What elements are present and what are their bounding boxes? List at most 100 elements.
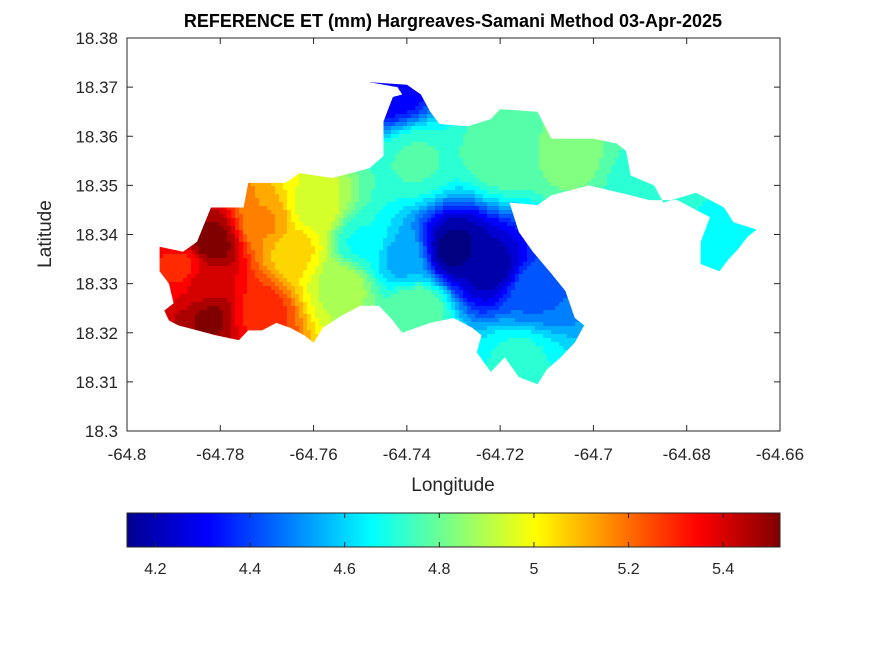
- field-cell: [511, 138, 516, 143]
- field-cell: [415, 138, 420, 143]
- field-cell: [523, 118, 528, 123]
- field-cell: [387, 134, 392, 139]
- field-cell: [391, 102, 396, 107]
- field-cell: [403, 134, 408, 139]
- field-cell: [499, 150, 504, 155]
- field-cell: [583, 138, 588, 143]
- field-cell: [555, 150, 560, 155]
- field-cell: [419, 114, 424, 119]
- field-cell: [407, 102, 412, 107]
- field-cell: [547, 154, 552, 159]
- field-cell: [431, 150, 436, 155]
- field-cell: [515, 138, 520, 143]
- field-cell: [475, 150, 480, 155]
- field-cell: [547, 150, 552, 155]
- field-cell: [471, 134, 476, 139]
- field-cell: [451, 138, 456, 143]
- field-cell: [475, 134, 480, 139]
- field-cell: [507, 134, 512, 139]
- field-cell: [411, 130, 416, 135]
- field-cell: [415, 102, 420, 107]
- field-cell: [463, 134, 468, 139]
- field-cell: [507, 154, 512, 159]
- field-cell: [423, 158, 428, 163]
- field-cell: [483, 130, 488, 135]
- field-cell: [399, 114, 404, 119]
- field-cell: [499, 130, 504, 135]
- field-cell: [471, 154, 476, 159]
- field-cell: [475, 142, 480, 147]
- field-cell: [395, 94, 400, 99]
- field-cell: [423, 118, 428, 123]
- field-cell: [503, 126, 508, 131]
- field-cell: [423, 130, 428, 135]
- field-cell: [415, 118, 420, 123]
- field-cell: [503, 142, 508, 147]
- field-cell: [395, 158, 400, 163]
- field-cell: [411, 142, 416, 147]
- field-cell: [443, 150, 448, 155]
- field-cell: [431, 114, 436, 119]
- field-cell: [387, 142, 392, 147]
- field-cell: [603, 150, 608, 155]
- field-cell: [503, 138, 508, 143]
- field-cell: [603, 146, 608, 151]
- field-cell: [527, 150, 532, 155]
- field-cell: [387, 118, 392, 123]
- field-cell: [527, 138, 532, 143]
- field-cell: [491, 138, 496, 143]
- field-cell: [535, 122, 540, 127]
- field-cell: [619, 146, 624, 151]
- field-cell: [515, 134, 520, 139]
- field-cell: [535, 138, 540, 143]
- field-cell: [407, 154, 412, 159]
- field-cell: [563, 150, 568, 155]
- field-cell: [487, 146, 492, 151]
- field-cell: [435, 150, 440, 155]
- field-cell: [543, 154, 548, 159]
- field-cell: [391, 142, 396, 147]
- field-cell: [531, 134, 536, 139]
- field-cell: [415, 146, 420, 151]
- field-cell: [395, 134, 400, 139]
- field-cell: [399, 146, 404, 151]
- field-cell: [475, 130, 480, 135]
- field-cell: [383, 138, 388, 143]
- field-cell: [415, 158, 420, 163]
- field-cell: [387, 130, 392, 135]
- field-cell: [615, 150, 620, 155]
- field-cell: [459, 146, 464, 151]
- field-cell: [395, 146, 400, 151]
- field-cell: [467, 138, 472, 143]
- field-cell: [491, 130, 496, 135]
- field-cell: [511, 114, 516, 119]
- field-cell: [443, 154, 448, 159]
- field-cell: [535, 126, 540, 131]
- field-cell: [411, 118, 416, 123]
- field-cell: [511, 118, 516, 123]
- field-cell: [507, 122, 512, 127]
- field-cell: [395, 126, 400, 131]
- field-cell: [419, 158, 424, 163]
- field-cell: [415, 130, 420, 135]
- field-cell: [467, 146, 472, 151]
- field-cell: [423, 138, 428, 143]
- field-cell: [595, 138, 600, 143]
- field-cell: [531, 142, 536, 147]
- field-cell: [595, 146, 600, 151]
- field-cell: [523, 150, 528, 155]
- field-cell: [395, 114, 400, 119]
- field-cell: [607, 150, 612, 155]
- field-cell: [407, 142, 412, 147]
- field-cell: [411, 150, 416, 155]
- field-cell: [543, 126, 548, 131]
- field-cell: [587, 146, 592, 151]
- field-cell: [431, 134, 436, 139]
- field-cell: [527, 154, 532, 159]
- field-cell: [611, 150, 616, 155]
- field-cell: [483, 134, 488, 139]
- field-cell: [503, 130, 508, 135]
- field-cell: [479, 154, 484, 159]
- field-cell: [539, 146, 544, 151]
- field-cell: [411, 122, 416, 127]
